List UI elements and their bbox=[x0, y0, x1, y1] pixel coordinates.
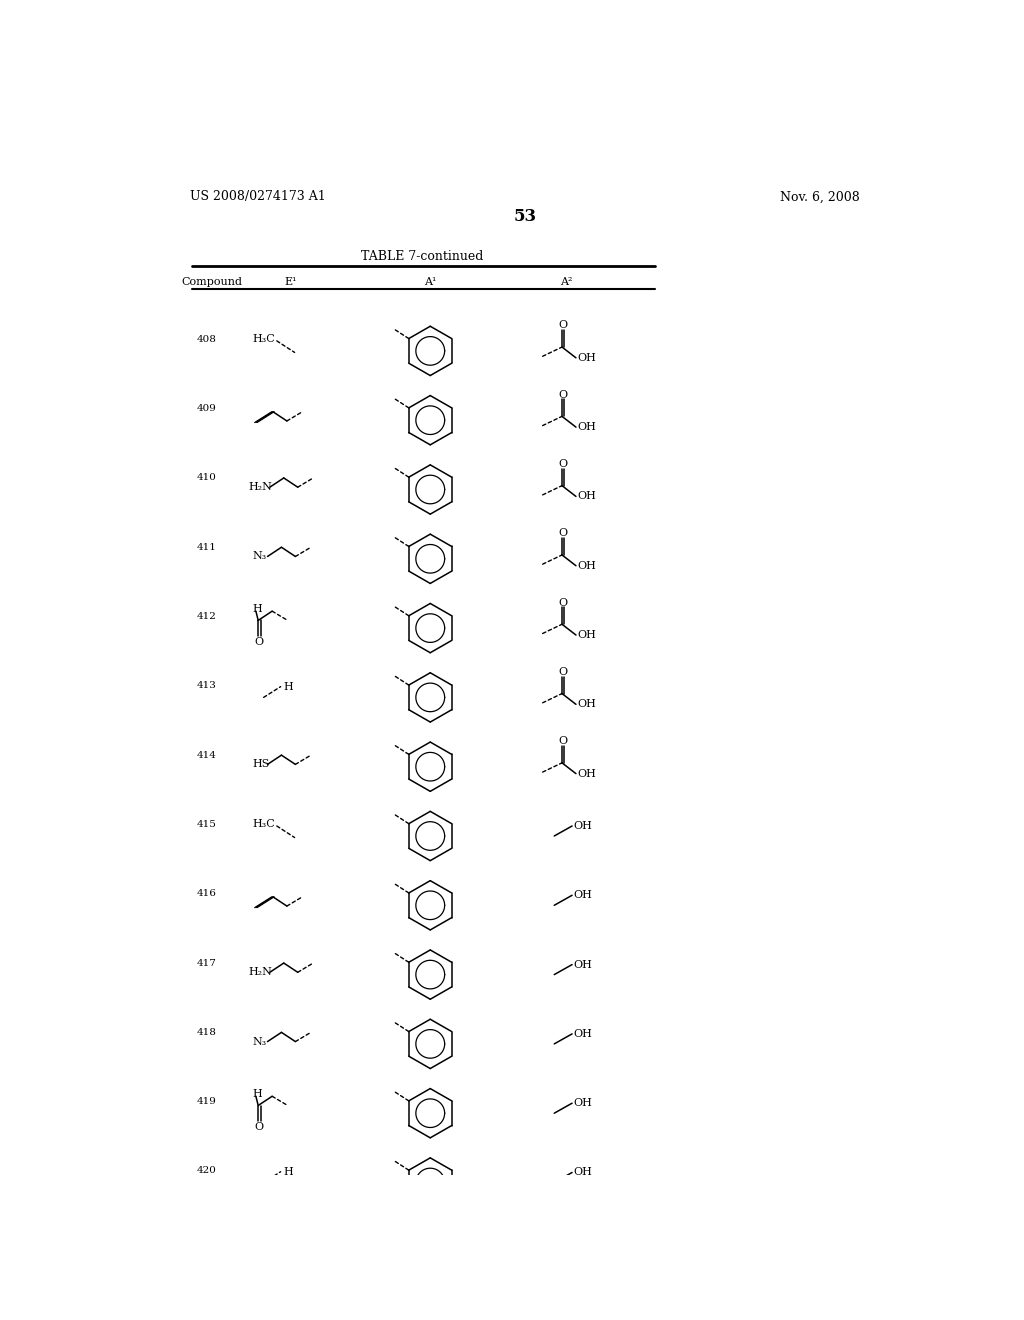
Text: OH: OH bbox=[578, 561, 596, 570]
Text: 419: 419 bbox=[197, 1097, 216, 1106]
Text: H₂N: H₂N bbox=[248, 968, 272, 977]
Text: HS: HS bbox=[252, 759, 269, 770]
Text: 415: 415 bbox=[197, 820, 216, 829]
Text: H₃C: H₃C bbox=[252, 820, 274, 829]
Text: O: O bbox=[559, 528, 567, 539]
Text: H: H bbox=[252, 1089, 262, 1100]
Text: 413: 413 bbox=[197, 681, 216, 690]
Text: H: H bbox=[283, 681, 293, 692]
Text: Compound: Compound bbox=[181, 277, 243, 286]
Text: O: O bbox=[254, 638, 263, 647]
Text: 412: 412 bbox=[197, 612, 216, 620]
Text: OH: OH bbox=[578, 352, 596, 363]
Text: 420: 420 bbox=[197, 1167, 216, 1175]
Text: N₃: N₃ bbox=[252, 552, 266, 561]
Text: OH: OH bbox=[578, 768, 596, 779]
Text: H₂N: H₂N bbox=[248, 482, 272, 492]
Text: OH: OH bbox=[573, 960, 593, 970]
Text: OH: OH bbox=[578, 491, 596, 502]
Text: 418: 418 bbox=[197, 1028, 216, 1036]
Text: 408: 408 bbox=[197, 335, 216, 343]
Text: OH: OH bbox=[578, 700, 596, 709]
Text: US 2008/0274173 A1: US 2008/0274173 A1 bbox=[190, 190, 326, 203]
Text: H: H bbox=[252, 603, 262, 614]
Text: TABLE 7-continued: TABLE 7-continued bbox=[361, 251, 483, 264]
Text: 417: 417 bbox=[197, 958, 216, 968]
Text: OH: OH bbox=[573, 1028, 593, 1039]
Text: O: O bbox=[559, 737, 567, 746]
Text: N₃: N₃ bbox=[252, 1036, 266, 1047]
Text: O: O bbox=[559, 389, 567, 400]
Text: OH: OH bbox=[573, 1098, 593, 1109]
Text: 411: 411 bbox=[197, 543, 216, 552]
Text: 410: 410 bbox=[197, 474, 216, 482]
Text: O: O bbox=[559, 459, 567, 469]
Text: OH: OH bbox=[578, 422, 596, 432]
Text: E¹: E¹ bbox=[285, 277, 297, 286]
Text: O: O bbox=[559, 321, 567, 330]
Text: A¹: A¹ bbox=[424, 277, 436, 286]
Text: OH: OH bbox=[573, 890, 593, 900]
Text: Nov. 6, 2008: Nov. 6, 2008 bbox=[780, 190, 859, 203]
Text: O: O bbox=[254, 1122, 263, 1133]
Text: 414: 414 bbox=[197, 751, 216, 759]
Text: OH: OH bbox=[578, 630, 596, 640]
Text: A²: A² bbox=[560, 277, 572, 286]
Text: H₃C: H₃C bbox=[252, 334, 274, 345]
Text: 53: 53 bbox=[513, 207, 537, 224]
Text: 416: 416 bbox=[197, 890, 216, 898]
Text: O: O bbox=[559, 667, 567, 677]
Text: O: O bbox=[559, 598, 567, 607]
Text: 409: 409 bbox=[197, 404, 216, 413]
Text: OH: OH bbox=[573, 821, 593, 832]
Text: OH: OH bbox=[573, 1167, 593, 1177]
Text: H: H bbox=[283, 1167, 293, 1176]
